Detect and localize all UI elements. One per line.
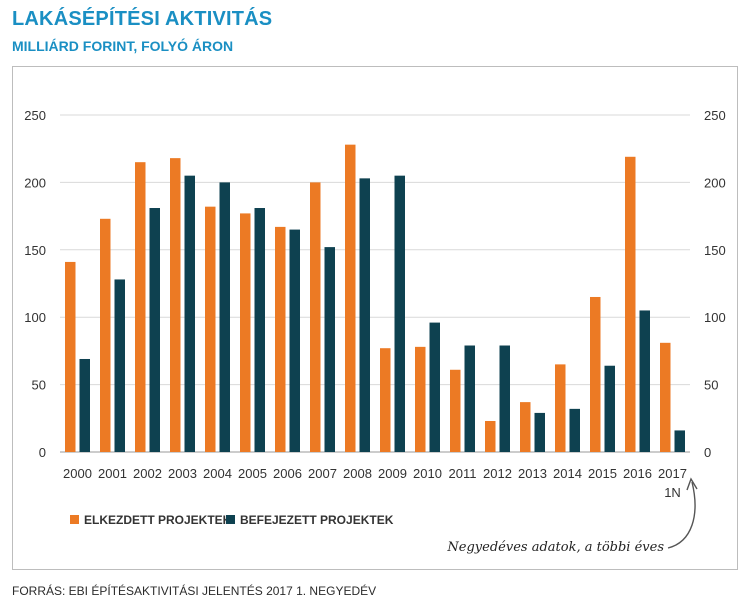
bar-started-13 — [520, 402, 531, 452]
legend-swatch-1 — [226, 515, 235, 524]
y-tick-left-0: 0 — [39, 445, 46, 460]
y-tick-right-100: 100 — [704, 310, 726, 325]
bar-completed-15 — [604, 365, 615, 452]
bar-started-14 — [555, 364, 566, 452]
grid-lines — [60, 114, 690, 453]
bars — [65, 144, 685, 453]
x-axis: 2000 2001 2002 2003 2004 2005 2006 2007 2008 2009… — [63, 466, 687, 500]
bar-started-12 — [485, 420, 496, 452]
bar-started-8 — [345, 144, 356, 452]
y-axis-left: 0 50 100 150 200 250 — [24, 108, 46, 460]
bar-started-3 — [170, 158, 181, 453]
x-tick-label: 2001 — [98, 466, 127, 481]
legend-label-1: BEFEJEZETT PROJEKTEK — [240, 513, 394, 527]
y-tick-left-150: 150 — [24, 243, 46, 258]
chart-title: LAKÁSÉPÍTÉSI AKTIVITÁS — [12, 8, 273, 30]
x-tick-label: 2009 — [378, 466, 407, 481]
x-tick-label: 2003 — [168, 466, 197, 481]
bar-started-1 — [100, 218, 111, 452]
x-tick-label: 2006 — [273, 466, 302, 481]
x-tick-label: 2002 — [133, 466, 162, 481]
x-tick-label: 2005 — [238, 466, 267, 481]
bar-completed-13 — [534, 412, 545, 452]
x-tick-label: 2000 — [63, 466, 92, 481]
bar-completed-11 — [464, 345, 475, 452]
x-tick-label: 2016 — [623, 466, 652, 481]
bar-completed-17 — [674, 430, 685, 452]
x-tick-label: 2011 — [449, 466, 477, 481]
x-tick-label: 2008 — [343, 466, 372, 481]
y-tick-left-50: 50 — [32, 378, 46, 393]
x-tick-label: 2015 — [588, 466, 617, 481]
bar-completed-12 — [499, 345, 510, 452]
x-tick-label: 2004 — [203, 466, 232, 481]
bar-completed-8 — [359, 178, 370, 452]
bar-completed-5 — [254, 208, 265, 452]
bar-started-5 — [240, 213, 251, 452]
bar-completed-10 — [429, 322, 440, 452]
bar-completed-1 — [114, 279, 125, 452]
chart-frame — [12, 66, 738, 570]
y-axis-right: 0 50 100 150 200 250 — [704, 108, 726, 460]
x-tick-label: 2013 — [518, 466, 547, 481]
bar-completed-14 — [569, 408, 580, 452]
bar-started-15 — [590, 296, 601, 452]
x-tick-label: 1N — [664, 485, 681, 500]
bar-started-16 — [625, 156, 636, 452]
bar-started-4 — [205, 206, 216, 452]
x-tick-label: 2012 — [483, 466, 512, 481]
y-tick-left-250: 250 — [24, 108, 46, 123]
bar-completed-0 — [79, 358, 90, 452]
bar-completed-6 — [289, 229, 300, 452]
bar-completed-3 — [184, 175, 195, 452]
bar-completed-16 — [639, 310, 650, 452]
bar-started-6 — [275, 226, 286, 452]
bar-started-9 — [380, 348, 391, 452]
bar-completed-2 — [149, 208, 160, 452]
x-tick-label: 2010 — [413, 466, 442, 481]
bar-completed-9 — [394, 175, 405, 452]
source-note: FORRÁS: EBI ÉPÍTÉSAKTIVITÁSI JELENTÉS 20… — [12, 584, 377, 598]
annotation-arrowhead — [686, 477, 698, 491]
annotation: Negyedéves adatok, a többi éves — [446, 477, 698, 555]
legend: ELKEZDETT PROJEKTEK BEFEJEZETT PROJEKTEK — [70, 513, 394, 527]
bar-started-0 — [65, 261, 76, 452]
y-tick-right-200: 200 — [704, 175, 726, 190]
y-tick-left-100: 100 — [24, 310, 46, 325]
x-tick-label: 2017 — [658, 466, 687, 481]
y-tick-right-250: 250 — [704, 108, 726, 123]
legend-swatch-0 — [70, 515, 79, 524]
annotation-text: Negyedéves adatok, a többi éves — [446, 540, 664, 555]
x-tick-label: 2007 — [308, 466, 337, 481]
bar-started-2 — [135, 162, 146, 452]
bar-completed-7 — [324, 247, 335, 452]
legend-label-0: ELKEZDETT PROJEKTEK — [84, 513, 232, 527]
bar-started-11 — [450, 369, 461, 452]
bar-completed-4 — [219, 182, 230, 452]
bar-started-10 — [415, 346, 426, 452]
bar-started-7 — [310, 182, 321, 452]
y-tick-right-50: 50 — [704, 378, 718, 393]
y-tick-left-200: 200 — [24, 175, 46, 190]
y-tick-right-0: 0 — [704, 445, 711, 460]
x-tick-label: 2014 — [553, 466, 582, 481]
y-tick-right-150: 150 — [704, 243, 726, 258]
chart-subtitle: MILLIÁRD FORINT, FOLYÓ ÁRON — [12, 38, 234, 54]
bar-started-17 — [660, 342, 671, 452]
annotation-arrow — [667, 481, 696, 549]
